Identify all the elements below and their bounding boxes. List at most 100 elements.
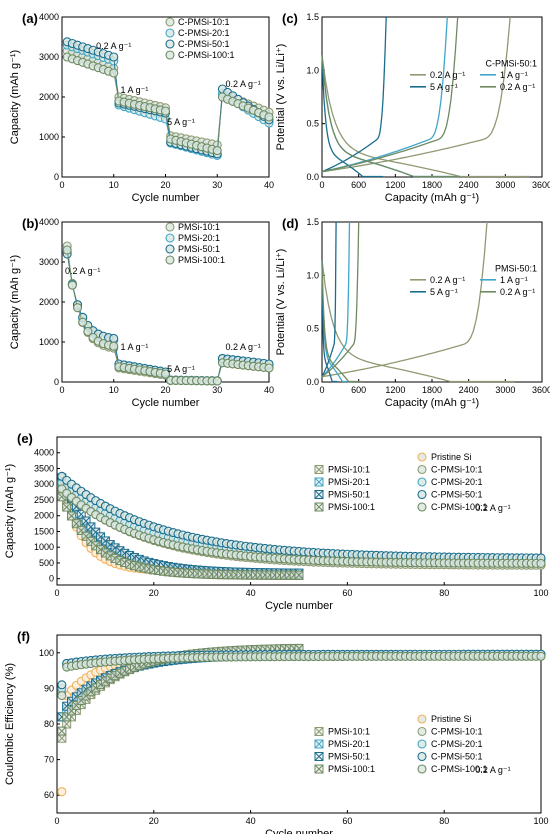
rate-annotation: 1 A g⁻¹	[121, 342, 149, 352]
legend-marker	[314, 752, 324, 761]
data-point	[76, 695, 86, 705]
legend-label: C-PMSi-10:1	[431, 727, 483, 737]
x-tick-label: 3600	[532, 385, 550, 395]
data-point	[109, 341, 119, 351]
data-point	[57, 680, 67, 690]
x-tick-label: 30	[212, 180, 222, 190]
legend-label: 5 A g⁻¹	[430, 287, 458, 297]
legend-label: C-PMSi-20:1	[178, 28, 230, 38]
y-tick-label: 100	[39, 648, 54, 658]
x-tick-label: 0	[59, 180, 64, 190]
marker-cross	[314, 490, 324, 499]
data-point	[76, 525, 86, 535]
y-tick-label: 0.5	[306, 324, 319, 334]
panel-c: 0 600 1200 1800 2400 3000 3600 0.0 0.5 1.0 1.5 Capa…	[275, 11, 550, 204]
y-tick-label: 2000	[39, 297, 59, 307]
legend-label: C-PMSi-10:1	[178, 17, 230, 27]
x-tick-label: 0	[319, 385, 324, 395]
y-tick-label: 0.0	[306, 172, 319, 182]
x-tick-label: 0	[54, 816, 59, 826]
legend-label: PMSi-50:1	[178, 244, 220, 254]
legend-label: 5 A g⁻¹	[430, 82, 458, 92]
x-axis-label: Capacity (mAh g⁻¹)	[385, 397, 479, 409]
x-tick-label: 100	[533, 588, 548, 598]
legend-label: C-PMSi-50:1	[178, 39, 230, 49]
marker-cross	[314, 465, 324, 474]
legend-marker	[165, 39, 175, 49]
x-tick-label: 600	[351, 385, 366, 395]
y-tick-label: 1.5	[306, 217, 319, 227]
legend-label: Pristine Si	[431, 452, 472, 462]
legend-marker	[314, 739, 324, 749]
legend-marker	[314, 477, 324, 487]
y-tick-label: 2000	[39, 92, 59, 102]
legend-label: 1 A g⁻¹	[500, 275, 528, 285]
rate-annotation: 5 A g⁻¹	[167, 364, 195, 374]
marker-cross	[314, 502, 324, 512]
x-tick-label: 60	[342, 588, 352, 598]
legend-marker	[314, 465, 324, 474]
charge-curve	[321, 221, 337, 377]
charge-curve	[321, 221, 351, 378]
x-tick-label: 80	[439, 588, 449, 598]
legend-label: PMSi-100:1	[328, 502, 375, 512]
legend-marker	[165, 28, 175, 38]
rate-annotation: 0.2 A g⁻¹	[65, 266, 100, 276]
plot-frame	[321, 16, 543, 178]
data-point	[57, 787, 67, 797]
marker-cross	[314, 752, 324, 761]
x-tick-label: 40	[264, 385, 274, 395]
sample-label: C-PMSi-50:1	[485, 59, 537, 69]
data-point	[160, 369, 171, 379]
legend-label: 0.2 A g⁻¹	[430, 275, 465, 285]
legend-label: PMSi-20:1	[328, 739, 370, 749]
legend-marker	[417, 751, 427, 762]
y-tick-label: 3000	[34, 479, 54, 489]
marker-cross	[67, 511, 76, 521]
charge-curve	[321, 221, 360, 378]
data-point	[109, 68, 119, 78]
data-point	[536, 651, 546, 661]
data-point	[81, 516, 91, 526]
panel-f: 0 20 40 60 80 100 60 70 80 90 100 Cycle number Coulo…	[4, 629, 549, 834]
y-tick-label: 90	[44, 683, 54, 693]
legend-label: 0.2 A g⁻¹	[430, 70, 465, 80]
y-tick-label: 3500	[34, 463, 54, 473]
data-point	[67, 511, 77, 521]
y-tick-label: 60	[44, 790, 54, 800]
legend-marker	[165, 255, 175, 265]
panel-a: 0 10 20 30 40 0 1000 2000 3000 4000 Cycle number Ca…	[9, 11, 274, 204]
x-tick-label: 100	[533, 816, 548, 826]
data-point	[62, 502, 72, 512]
x-tick-label: 10	[109, 385, 119, 395]
data-point	[78, 317, 88, 327]
data-point	[109, 52, 119, 62]
legend-label: PMSi-20:1	[178, 233, 220, 243]
legend-label: C-PMSi-10:1	[431, 465, 483, 475]
y-tick-label: 0.5	[306, 119, 319, 129]
y-tick-label: 0.0	[306, 377, 319, 387]
panel-b: 0 10 20 30 40 0 1000 2000 3000 4000 Cycle number Ca…	[9, 216, 274, 409]
x-tick-label: 40	[264, 180, 274, 190]
x-tick-label: 0	[54, 588, 59, 598]
charge-curve	[321, 16, 459, 173]
legend-marker	[165, 17, 175, 27]
rate-annotation: 0.2 A g⁻¹	[475, 503, 510, 513]
legend-label: PMSi-20:1	[328, 477, 370, 487]
rate-annotation: 1 A g⁻¹	[121, 85, 149, 95]
legend-marker	[417, 489, 427, 500]
x-tick-label: 20	[149, 588, 159, 598]
y-tick-label: 1000	[34, 542, 54, 552]
y-tick-label: 2500	[34, 495, 54, 505]
x-tick-label: 20	[160, 180, 170, 190]
panel-d: 0 600 1200 1800 2400 3000 3600 0.0 0.5 1.0 1.5 Capa…	[275, 216, 550, 409]
discharge-curve	[321, 260, 353, 383]
legend-marker	[165, 50, 175, 60]
legend-label: C-PMSi-100:1	[431, 502, 488, 512]
rate-annotation: 5 A g⁻¹	[167, 117, 195, 127]
discharge-curve	[321, 260, 515, 383]
y-axis-label: Coulombic Efficiency (%)	[4, 663, 16, 785]
y-axis-label: Capacity (mAh g⁻¹)	[9, 50, 21, 144]
x-tick-label: 0	[59, 385, 64, 395]
legend-label: C-PMSi-20:1	[431, 477, 483, 487]
